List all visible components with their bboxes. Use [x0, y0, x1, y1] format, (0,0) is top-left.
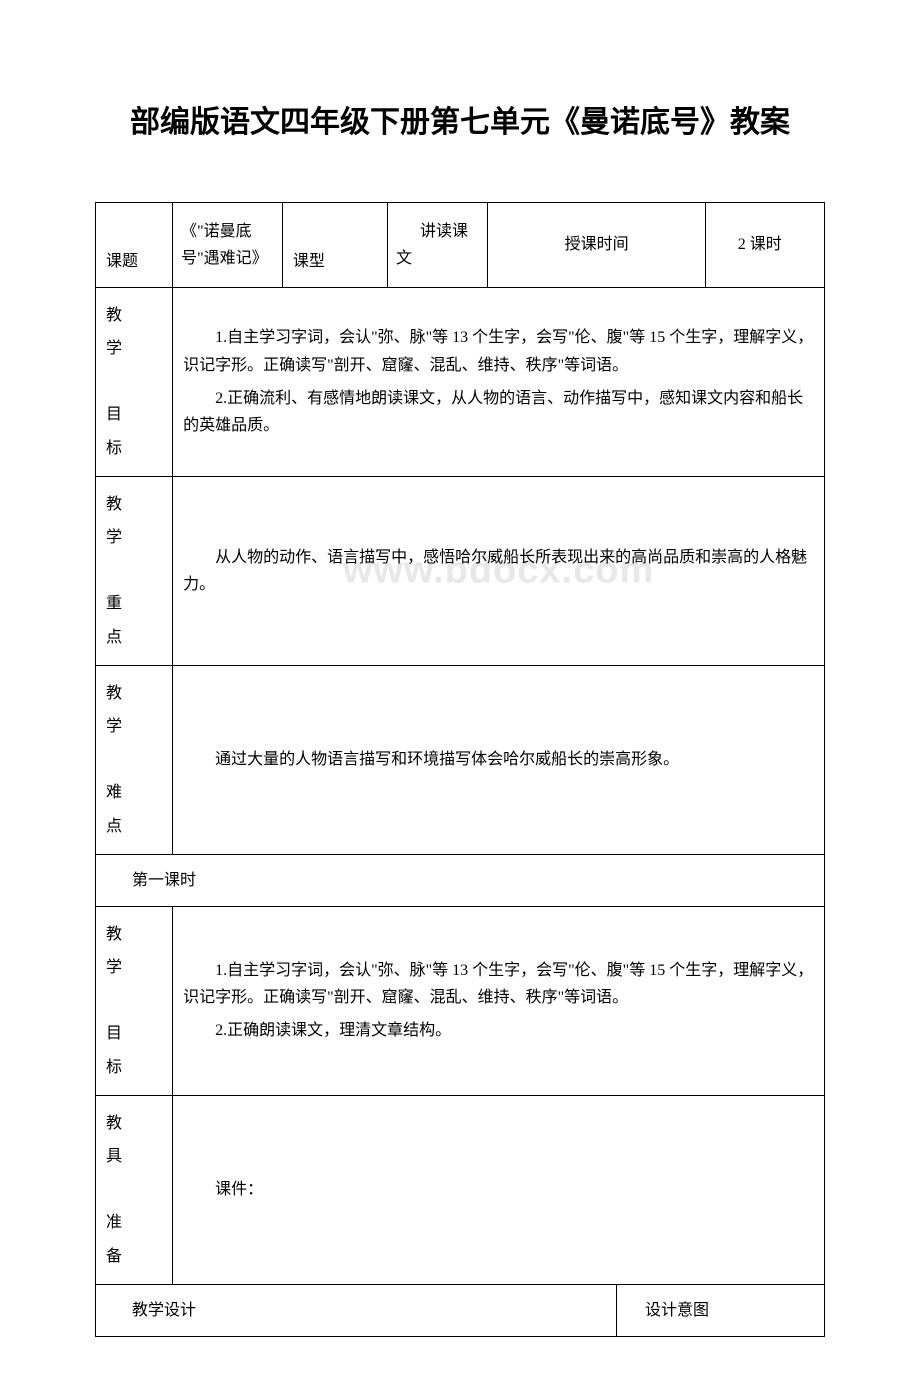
type-value: 讲读课文 — [388, 202, 488, 287]
difficulty-content: 通过大量的人物语言描写和环境描写体会哈尔威船长的崇高形象。 — [173, 665, 825, 854]
goals2-p2: 2.正确朗读课文，理清文章结构。 — [183, 1017, 814, 1044]
label-goals: 教 学 x 目 标 — [96, 287, 173, 476]
prep-content: 课件： — [173, 1095, 825, 1284]
goals2-content: 1.自主学习字词，会认"弥、脉"等 13 个生字，会写"伦、腹"等 15 个生字… — [173, 906, 825, 1095]
label-goals2: 教 学 x 目 标 — [96, 906, 173, 1095]
goals-row: 教 学 x 目 标 1.自主学习字词，会认"弥、脉"等 13 个生字，会写"伦、… — [96, 287, 825, 476]
prep-row: 教 具 x 准 备 课件： — [96, 1095, 825, 1284]
header-row: x 课题 《"诺曼底号"遇难记》 x 课型 讲读课文 授课时间 2 课时 — [96, 202, 825, 287]
label-prep: 教 具 x 准 备 — [96, 1095, 173, 1284]
goals2-row: 教 学 x 目 标 1.自主学习字词，会认"弥、脉"等 13 个生字，会写"伦、… — [96, 906, 825, 1095]
goals-p2: 2.正确流利、有感情地朗读课文，从人物的语言、动作描写中，感知课文内容和船长的英… — [183, 385, 814, 439]
goals-content: 1.自主学习字词，会认"弥、脉"等 13 个生字，会写"伦、腹"等 15 个生字… — [173, 287, 825, 476]
time-value: 2 课时 — [705, 202, 824, 287]
label-lesson-title: x 课题 — [96, 202, 173, 287]
goals-p1: 1.自主学习字词，会认"弥、脉"等 13 个生字，会写"伦、腹"等 15 个生字… — [183, 324, 814, 378]
difficulty-row: 教 学 x 难 点 通过大量的人物语言描写和环境描写体会哈尔威船长的崇高形象。 — [96, 665, 825, 854]
design-label: 教学设计 — [96, 1284, 617, 1336]
goals2-p1: 1.自主学习字词，会认"弥、脉"等 13 个生字，会写"伦、腹"等 15 个生字… — [183, 957, 814, 1011]
period-row: 第一课时 — [96, 854, 825, 906]
focus-content: www.bdocx.com 从人物的动作、语言描写中，感悟哈尔威船长所表现出来的… — [173, 476, 825, 665]
lesson-title-value: 《"诺曼底号"遇难记》 — [173, 202, 283, 287]
focus-row: 教 学 x 重 点 www.bdocx.com 从人物的动作、语言描写中，感悟哈… — [96, 476, 825, 665]
label-focus: 教 学 x 重 点 — [96, 476, 173, 665]
label-difficulty: 教 学 x 难 点 — [96, 665, 173, 854]
lesson-plan-table: x 课题 《"诺曼底号"遇难记》 x 课型 讲读课文 授课时间 2 课时 教 学… — [95, 202, 825, 1337]
period-label: 第一课时 — [96, 854, 825, 906]
label-type: x 课型 — [282, 202, 387, 287]
document-title: 部编版语文四年级下册第七单元《曼诺底号》教案 — [95, 100, 825, 147]
footer-row: 教学设计 设计意图 — [96, 1284, 825, 1336]
label-time: 授课时间 — [488, 202, 705, 287]
intent-label: 设计意图 — [616, 1284, 824, 1336]
